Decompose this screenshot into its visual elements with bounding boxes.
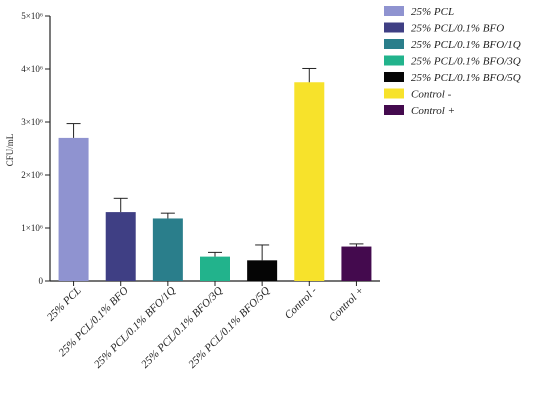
y-tick-label: 0 [39,276,44,286]
legend: 25% PCL 25% PCL/0.1% BFO 25% PCL/0.1% BFO/… [384,6,521,117]
x-tick-label: Control + [327,285,367,325]
bar [200,256,230,281]
legend-label: 25% PCL/0.1% BFO/3Q [411,56,521,68]
bar [247,260,278,281]
bar [294,82,325,281]
axes: 0 1×10⁶ 2×10⁶ 3×10⁶ 4×10⁶ 5×10⁶ [21,11,380,286]
y-tick-label: 3×10⁶ [21,117,43,127]
legend-label: Control + [411,105,455,117]
legend-swatch [384,39,404,49]
legend-swatch [384,55,404,66]
legend-label: 25% PCL/0.1% BFO/1Q [411,39,521,51]
x-tick-label: 25% PCL/0.1% BFO/3Q [139,285,225,371]
y-axis-title: CFU/mL [5,134,15,167]
x-tick-label: 25% PCL [45,285,84,324]
legend-swatch [384,88,404,99]
legend-swatch [384,105,404,115]
bar [105,212,136,281]
y-tick-label: 5×10⁶ [21,11,43,21]
bar [58,137,89,281]
x-tick-label: Control - [282,284,319,321]
legend-label: 25% PCL/0.1% BFO [411,23,504,35]
x-tick-label: 25% PCL/0.1% BFO/5Q [186,285,272,371]
legend-swatch [384,6,404,16]
y-tick-label: 2×10⁶ [21,170,43,180]
legend-label: 25% PCL/0.1% BFO/5Q [411,72,521,84]
y-tick-label: 4×10⁶ [21,64,43,74]
x-tick-label: 25% PCL/0.1% BFO/1Q [92,285,178,371]
y-tick-label: 1×10⁶ [21,223,43,233]
legend-label: 25% PCL [411,6,454,18]
bar [152,218,183,281]
legend-swatch [384,72,404,82]
legend-swatch [384,22,404,33]
legend-label: Control - [411,89,452,101]
bar [341,246,372,281]
